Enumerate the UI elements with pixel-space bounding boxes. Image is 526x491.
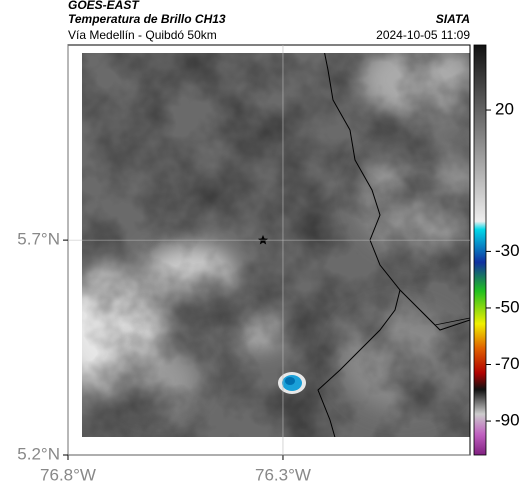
colorbar-tick-label: -70	[495, 354, 520, 373]
colorbar	[473, 44, 487, 456]
colorbar-tick-label: 20	[495, 100, 514, 119]
y-tick-label: 5.2°N	[17, 444, 60, 463]
x-tick-label: 76.3°W	[255, 465, 311, 484]
y-tick-label: 5.7°N	[17, 230, 60, 249]
datetime: 2024-10-05 11:09	[376, 28, 470, 42]
subtitle: Vía Medellín - Quibdó 50km	[68, 28, 217, 42]
colorbar-tick-label: -50	[495, 297, 520, 316]
colorbar-tick-label: -90	[495, 411, 520, 430]
city-marker	[257, 235, 268, 245]
x-tick-label: 76.8°W	[40, 465, 96, 484]
satellite-image	[82, 53, 470, 437]
colorbar-tick-label: -30	[495, 241, 520, 260]
satellite: GOES-EAST	[68, 0, 140, 12]
source: SIATA	[436, 12, 470, 26]
title: Temperatura de Brillo CH13	[68, 12, 226, 26]
